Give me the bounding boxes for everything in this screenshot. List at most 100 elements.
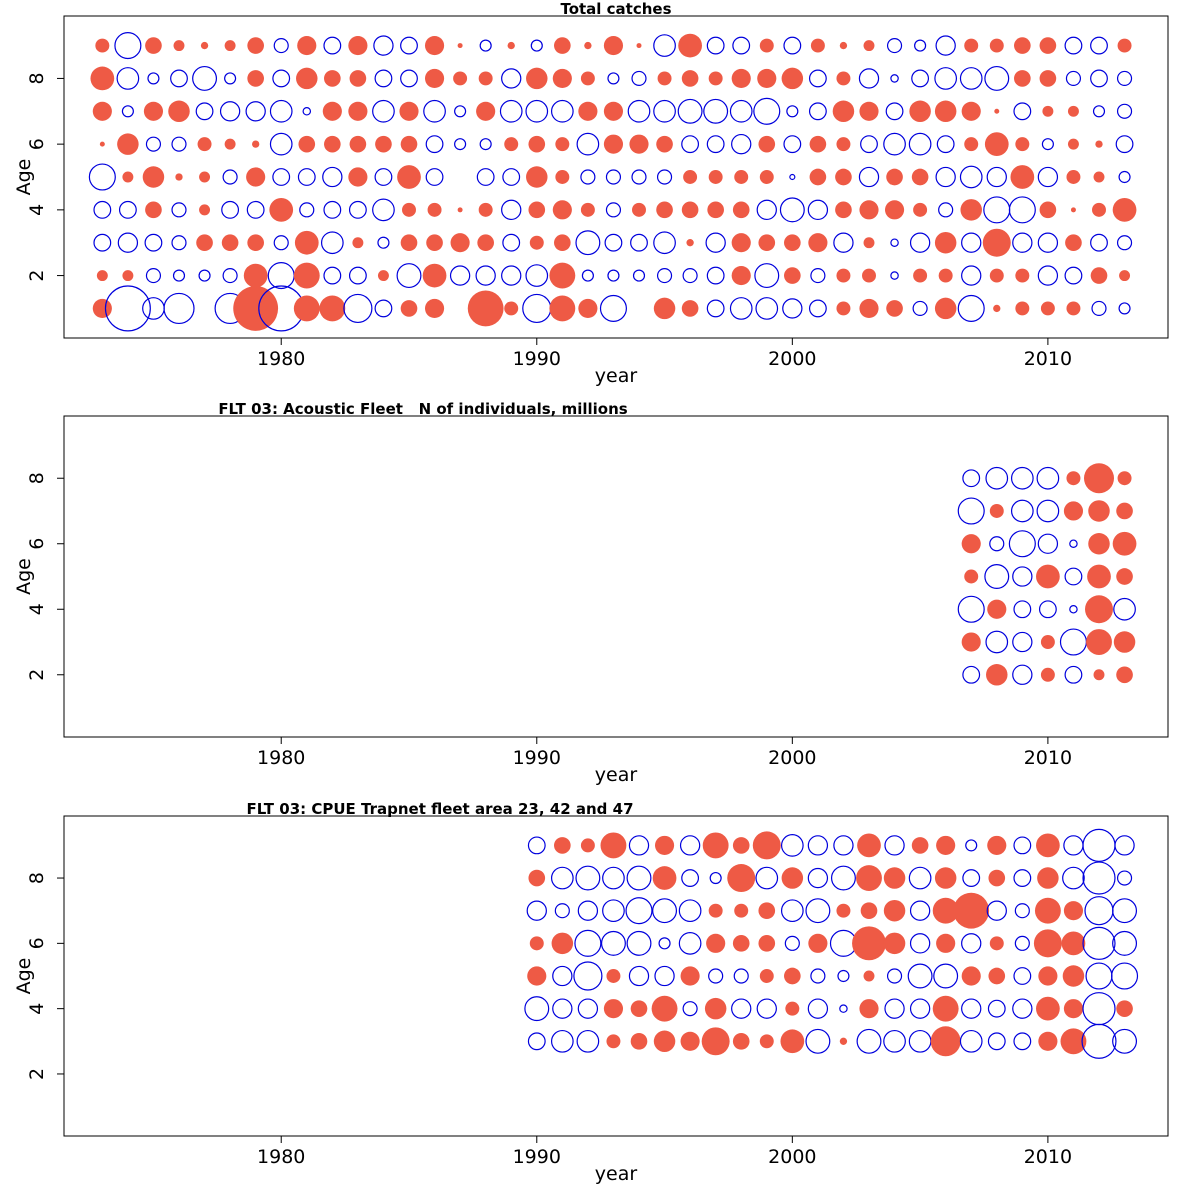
bubble-negative: [1082, 992, 1116, 1026]
bubble-positive: [1014, 70, 1031, 87]
bubble-negative: [985, 630, 1009, 654]
bubble-negative: [554, 903, 570, 919]
bubble-negative: [1014, 903, 1030, 919]
bubble-positive: [145, 37, 162, 54]
bubble-negative: [858, 166, 880, 188]
bubble-positive: [680, 966, 700, 986]
bubble-positive: [630, 1000, 648, 1017]
bubble-negative: [886, 37, 903, 54]
bubble-positive: [529, 235, 544, 250]
bubble-positive: [989, 936, 1004, 951]
bubble-positive: [426, 234, 443, 252]
bubble-positive: [859, 101, 879, 121]
bubble-negative: [987, 999, 1006, 1018]
bubble-negative: [599, 294, 627, 322]
x-tick-label: 2010: [1024, 348, 1072, 370]
bubble-positive: [1063, 901, 1084, 921]
bubble-positive: [603, 36, 624, 56]
bubble-positive: [1039, 201, 1057, 219]
bubble-negative: [656, 267, 673, 284]
bubble-negative: [147, 72, 160, 85]
bubble-positive: [1067, 138, 1079, 150]
y-axis: 2 4 6 8 Age: [13, 472, 64, 681]
bubble-negative: [1081, 1023, 1117, 1059]
bubble-negative: [1082, 861, 1116, 895]
bubble-negative: [1037, 265, 1059, 286]
bubble-positive: [1088, 500, 1110, 522]
bubble-positive: [399, 101, 419, 121]
bubble-negative: [479, 39, 492, 52]
bubble-negative: [475, 265, 496, 286]
bubble-negative: [449, 265, 471, 286]
bubble-positive: [964, 569, 979, 584]
bubble-negative: [1010, 466, 1034, 490]
bubble-positive: [1070, 207, 1076, 213]
bubble-negative: [320, 231, 344, 255]
bubble-positive: [1086, 629, 1112, 655]
bubble-positive: [584, 41, 592, 50]
bubble-positive: [936, 933, 956, 953]
bubble-negative: [245, 101, 266, 122]
bubble-negative: [400, 36, 418, 55]
x-axis: 1980 1990 2000 2010 year: [257, 737, 1072, 786]
bubble-negative: [729, 297, 753, 320]
bubble-positive: [527, 966, 547, 986]
bubble-negative: [1065, 70, 1082, 87]
bubble-positive: [1036, 564, 1060, 589]
bubble-positive: [551, 932, 574, 955]
bubble-negative: [269, 132, 293, 156]
bubble-negative: [527, 1032, 546, 1051]
bubble-negative: [658, 937, 671, 950]
bubble-negative: [1036, 466, 1060, 490]
bubble-negative: [755, 297, 779, 320]
bubble-positive: [987, 599, 1007, 619]
bubble-negative: [222, 267, 238, 284]
bubble-positive: [528, 869, 546, 887]
x-axis-label: year: [595, 764, 638, 786]
bubble-positive: [759, 170, 774, 184]
bubble-negative: [1069, 604, 1078, 614]
bubble-negative: [755, 866, 779, 890]
bubble-negative: [678, 931, 702, 955]
bubble-positive: [759, 969, 774, 983]
bubble-negative: [627, 99, 651, 123]
bubble-positive: [989, 268, 1004, 283]
bubble-negative: [959, 1029, 983, 1053]
bubble-positive: [90, 66, 115, 91]
bubble-positive: [1113, 631, 1136, 653]
bubble-negative: [88, 163, 116, 191]
bubble-positive: [932, 995, 959, 1022]
bubble-negative: [1111, 962, 1139, 990]
bubble-negative: [653, 99, 676, 123]
bubble-positive: [1033, 929, 1062, 958]
bubble-negative: [805, 1028, 831, 1054]
bubble-negative: [607, 72, 620, 85]
bubble-negative: [605, 202, 622, 218]
x-tick-label: 1990: [513, 747, 561, 769]
bubble-negative: [302, 107, 312, 116]
bubble-negative: [810, 267, 826, 284]
bubble-positive: [1015, 137, 1030, 152]
bubble-negative: [118, 200, 137, 219]
bubble-positive: [99, 141, 105, 147]
bubble-negative: [708, 968, 724, 984]
bubble-positive: [961, 534, 981, 554]
bubble-negative: [632, 269, 646, 282]
bubble-positive: [1040, 301, 1055, 316]
bubble-negative: [192, 65, 218, 91]
bubble-negative: [1062, 866, 1085, 890]
bubble-negative: [890, 74, 899, 83]
chart-panel-1: 1980 1990 2000 2010 year 2 4 6 8 Age Total catches: [13, 0, 1169, 387]
bubble-positive: [961, 101, 981, 121]
bubble-positive: [424, 68, 445, 88]
bubble-negative: [323, 36, 342, 55]
bubble-positive: [860, 902, 878, 920]
bubble-negative: [581, 269, 594, 282]
bubble-positive: [982, 228, 1011, 257]
bubble-negative: [1063, 835, 1084, 856]
bubble-positive: [476, 101, 496, 121]
bubble-negative: [1115, 135, 1134, 154]
bubble-negative: [631, 169, 647, 185]
bubble-positive: [636, 43, 642, 49]
x-tick-label: 1980: [257, 747, 305, 769]
